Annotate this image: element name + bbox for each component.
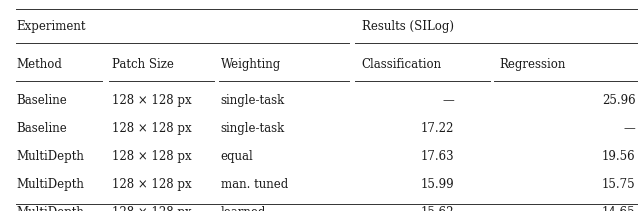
Text: Regression: Regression bbox=[499, 58, 566, 71]
Text: single-task: single-task bbox=[221, 94, 285, 107]
Text: 128 × 128 px: 128 × 128 px bbox=[112, 206, 191, 211]
Text: Method: Method bbox=[16, 58, 62, 71]
Text: 128 × 128 px: 128 × 128 px bbox=[112, 178, 191, 191]
Text: 17.63: 17.63 bbox=[420, 150, 454, 163]
Text: equal: equal bbox=[221, 150, 253, 163]
Text: man. tuned: man. tuned bbox=[221, 178, 288, 191]
Text: —: — bbox=[624, 122, 636, 135]
Text: 25.96: 25.96 bbox=[602, 94, 636, 107]
Text: —: — bbox=[443, 94, 454, 107]
Text: MultiDepth: MultiDepth bbox=[16, 150, 84, 163]
Text: 128 × 128 px: 128 × 128 px bbox=[112, 94, 191, 107]
Text: Classification: Classification bbox=[362, 58, 442, 71]
Text: 128 × 128 px: 128 × 128 px bbox=[112, 122, 191, 135]
Text: 128 × 128 px: 128 × 128 px bbox=[112, 150, 191, 163]
Text: Patch Size: Patch Size bbox=[112, 58, 174, 71]
Text: 17.22: 17.22 bbox=[421, 122, 454, 135]
Text: MultiDepth: MultiDepth bbox=[16, 178, 84, 191]
Text: learned: learned bbox=[221, 206, 266, 211]
Text: 15.75: 15.75 bbox=[602, 178, 636, 191]
Text: Baseline: Baseline bbox=[16, 122, 67, 135]
Text: single-task: single-task bbox=[221, 122, 285, 135]
Text: MultiDepth: MultiDepth bbox=[16, 206, 84, 211]
Text: 15.99: 15.99 bbox=[420, 178, 454, 191]
Text: Baseline: Baseline bbox=[16, 94, 67, 107]
Text: 15.62: 15.62 bbox=[421, 206, 454, 211]
Text: 19.56: 19.56 bbox=[602, 150, 636, 163]
Text: 14.65: 14.65 bbox=[602, 206, 636, 211]
Text: Experiment: Experiment bbox=[16, 20, 86, 33]
Text: Weighting: Weighting bbox=[221, 58, 281, 71]
Text: Results (SILog): Results (SILog) bbox=[362, 20, 454, 33]
